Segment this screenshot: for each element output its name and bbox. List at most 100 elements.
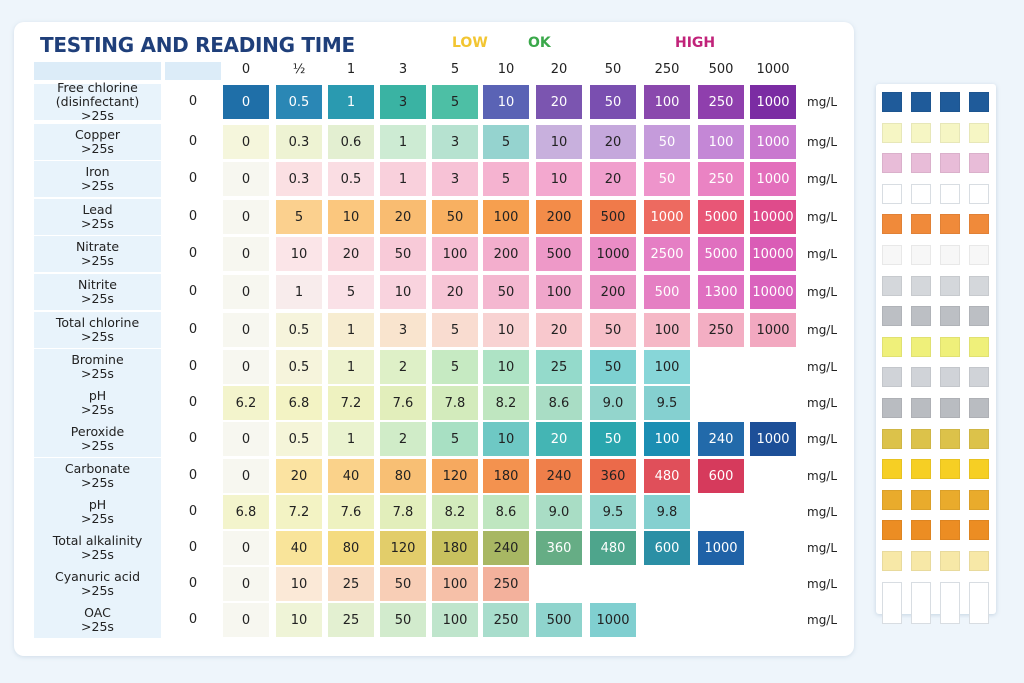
reading-time: >25s: [81, 438, 114, 453]
color-swatch: 6.8: [276, 386, 322, 420]
color-swatch: 80: [328, 531, 374, 565]
blank-value: 0: [188, 431, 198, 446]
color-swatch: 250: [698, 162, 744, 196]
color-swatch: 50: [590, 85, 636, 119]
color-swatch: 1000: [750, 85, 796, 119]
reading-time: >25s: [81, 547, 114, 562]
strip-pad: [911, 306, 931, 327]
color-swatch: 20: [536, 313, 582, 347]
color-swatch: 6.8: [223, 495, 269, 529]
color-swatch: 7.6: [328, 495, 374, 529]
color-swatch: 1: [328, 85, 374, 119]
color-swatch: 1000: [590, 603, 636, 637]
parameter-name: Carbonate: [64, 461, 131, 476]
parameter-name: Copper: [74, 127, 121, 142]
color-swatch: 250: [698, 313, 744, 347]
color-swatch: 0: [223, 531, 269, 565]
color-swatch: 10000: [750, 200, 796, 234]
row-label: Total alkalinity >25s: [34, 530, 161, 567]
color-swatch: 50: [644, 162, 690, 196]
reading-time: >25s: [81, 583, 114, 598]
blank-value: 0: [188, 504, 198, 519]
unit-label: mg/L: [807, 396, 838, 410]
color-swatch: 480: [590, 531, 636, 565]
column-header: ½: [292, 62, 306, 77]
unit-label: mg/L: [807, 360, 838, 374]
color-swatch: 25: [536, 350, 582, 384]
color-swatch: 80: [380, 459, 426, 493]
color-swatch: 180: [432, 531, 478, 565]
strip-pad: [940, 398, 960, 418]
strip-pad: [882, 398, 902, 418]
blank-value: 0: [188, 284, 198, 299]
reading-time: >25s: [81, 402, 114, 417]
color-swatch: 1000: [750, 313, 796, 347]
column-header: 5: [450, 62, 460, 77]
column-header: 50: [604, 62, 622, 77]
strip-pad: [911, 581, 931, 624]
unit-label: mg/L: [807, 285, 838, 299]
color-swatch: 0.3: [276, 125, 322, 159]
row-label: Bromine >25s: [34, 349, 161, 386]
color-swatch: 5000: [698, 200, 744, 234]
color-swatch: 0: [223, 200, 269, 234]
unit-label: mg/L: [807, 247, 838, 261]
reading-time: >25s: [81, 329, 114, 344]
strip-pad: [882, 428, 902, 449]
color-swatch: 7.8: [380, 495, 426, 529]
strip-pad: [911, 459, 931, 480]
color-swatch: 5: [432, 313, 478, 347]
color-swatch: 0: [223, 85, 269, 119]
color-swatch: 9.0: [536, 495, 582, 529]
strip-pad: [940, 153, 960, 174]
color-swatch: 2500: [644, 237, 690, 271]
color-swatch: 10000: [750, 275, 796, 309]
unit-label: mg/L: [807, 323, 838, 337]
unit-label: mg/L: [807, 95, 838, 109]
column-header: 10: [497, 62, 515, 77]
column-header: 1: [346, 62, 356, 77]
color-swatch: 10: [483, 422, 529, 456]
parameter-name: Nitrite: [78, 277, 117, 292]
color-swatch: 10: [483, 350, 529, 384]
parameter-name: pH: [88, 497, 107, 512]
strip-pad: [911, 214, 931, 235]
strip-pad: [911, 489, 931, 510]
strip-pad: [969, 489, 989, 510]
color-swatch: 0.5: [328, 162, 374, 196]
parameter-name: Iron: [85, 164, 110, 179]
legend-low: LOW: [452, 35, 488, 51]
unit-label: mg/L: [807, 541, 838, 555]
color-swatch: 1300: [698, 275, 744, 309]
color-swatch: 0: [223, 313, 269, 347]
page-title: TESTING AND READING TIME: [40, 33, 355, 57]
color-swatch: 100: [483, 200, 529, 234]
color-swatch: 240: [536, 459, 582, 493]
color-swatch: 100: [432, 603, 478, 637]
color-swatch: 200: [590, 275, 636, 309]
parameter-name: pH: [88, 388, 107, 403]
strip-pad: [911, 275, 931, 296]
strip-pad: [940, 92, 960, 112]
blank-value: 0: [188, 134, 198, 149]
header-blank-name: [34, 62, 161, 80]
color-swatch: 1000: [750, 422, 796, 456]
color-swatch: 1: [380, 125, 426, 159]
color-swatch: 600: [644, 531, 690, 565]
color-swatch: 50: [590, 313, 636, 347]
color-swatch: 8.6: [536, 386, 582, 420]
strip-pad: [940, 275, 960, 296]
color-swatch: 50: [644, 125, 690, 159]
color-swatch: 5: [328, 275, 374, 309]
color-swatch: 25: [328, 567, 374, 601]
blank-value: 0: [188, 322, 198, 337]
strip-pad: [940, 581, 960, 624]
color-swatch: 10: [380, 275, 426, 309]
color-swatch: 5: [276, 200, 322, 234]
color-swatch: 0.5: [276, 313, 322, 347]
color-swatch: 25: [328, 603, 374, 637]
color-swatch: 5: [432, 85, 478, 119]
blank-value: 0: [188, 540, 198, 555]
row-label: Cyanuric acid >25s: [34, 566, 161, 603]
unit-label: mg/L: [807, 469, 838, 483]
